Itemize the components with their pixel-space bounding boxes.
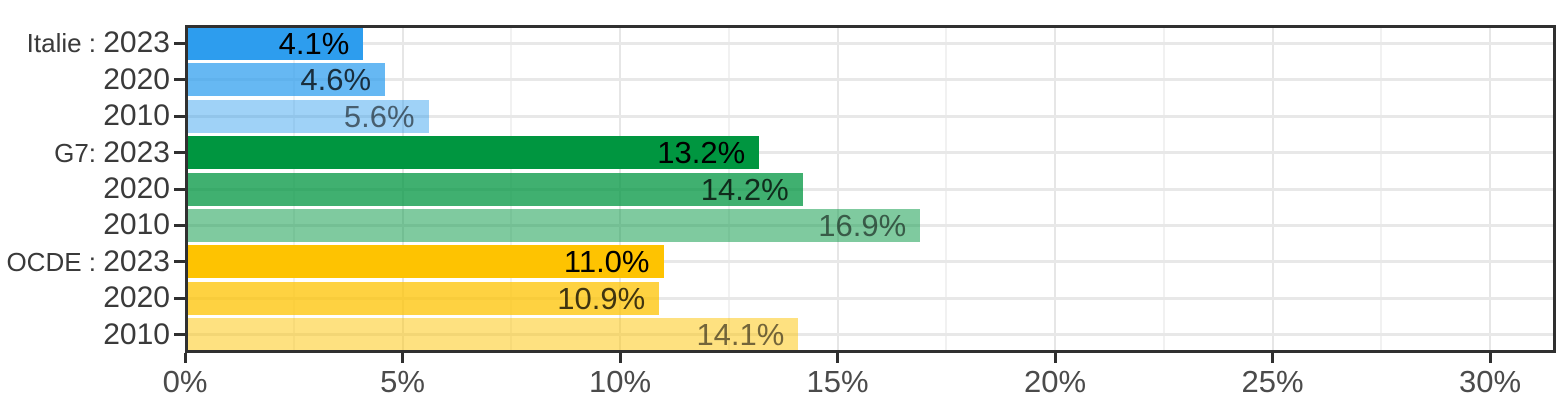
gridline-horizontal xyxy=(185,151,1556,155)
x-axis-tick-label: 20% xyxy=(1023,364,1087,399)
bar-italie-2020: 4.6% xyxy=(185,62,386,98)
gridline-horizontal xyxy=(185,78,1556,82)
bar-ocde-2020: 10.9% xyxy=(185,280,660,316)
gridline-horizontal xyxy=(185,296,1556,300)
x-axis-tick-label: 0% xyxy=(162,364,208,399)
y-axis-tick xyxy=(174,187,185,191)
y-axis-label: 2020 xyxy=(0,280,170,316)
bar-value-label: 5.6% xyxy=(343,98,415,134)
bar-ocde-2010: 14.1% xyxy=(185,317,799,353)
x-axis-tick-label: 30% xyxy=(1458,364,1522,399)
y-axis-label-year: 2023 xyxy=(103,135,170,169)
x-axis-tick xyxy=(183,353,187,363)
bar-value-label: 16.9% xyxy=(818,207,907,243)
y-axis-tick xyxy=(174,114,185,118)
plot-panel-border xyxy=(185,25,1556,353)
x-axis-tick xyxy=(1053,353,1057,363)
y-axis-label-year: 2020 xyxy=(103,62,170,96)
bar-value-label: 10.9% xyxy=(557,280,646,316)
bar-value-label: 4.6% xyxy=(300,62,372,98)
x-axis-tick-label: 15% xyxy=(806,364,869,399)
y-axis-label-year: 2023 xyxy=(103,244,170,278)
gridline-horizontal xyxy=(185,114,1556,118)
x-axis-tick xyxy=(618,353,622,363)
bar-layer: 4.1% 4.6% 5.6% 13.2% 14.2% 16.9% 11.0% 10.9% 14.… xyxy=(185,25,1556,353)
y-axis-tick xyxy=(174,41,185,45)
y-axis-label: 2020 xyxy=(0,62,170,98)
y-axis-label-year: 2020 xyxy=(103,281,170,315)
y-axis-label: 2020 xyxy=(0,171,170,207)
y-axis-label: 2010 xyxy=(0,98,170,134)
bar-g7-2020: 14.2% xyxy=(185,171,803,207)
y-axis-label-group: G7: xyxy=(54,137,104,168)
y-axis-label-year: 2010 xyxy=(103,99,170,133)
y-axis-label-year: 2020 xyxy=(103,172,170,205)
y-axis-label: Italie : 2023 xyxy=(0,25,170,61)
y-axis-tick xyxy=(174,333,185,337)
bar-g7-2023: 13.2% xyxy=(185,135,760,171)
y-axis-tick xyxy=(174,151,185,155)
y-axis-label-group: Italie : xyxy=(26,28,104,59)
x-axis-tick-label: 10% xyxy=(588,364,652,399)
bar-italie-2010: 5.6% xyxy=(185,98,429,134)
x-axis-tick-label: 25% xyxy=(1241,364,1304,399)
y-axis-label: 2010 xyxy=(0,317,170,353)
y-axis-label: 2010 xyxy=(0,207,170,243)
bar-g7-2010: 16.9% xyxy=(185,207,921,243)
y-axis-tick xyxy=(174,223,185,227)
x-axis-tick-label: 5% xyxy=(380,364,425,399)
bar-italie-2023: 4.1% xyxy=(185,25,364,61)
x-axis-tick xyxy=(1271,353,1274,363)
bar-value-label: 14.2% xyxy=(700,171,789,207)
y-axis-label-year: 2010 xyxy=(103,208,170,242)
y-axis-label: OCDE : 2023 xyxy=(0,244,170,280)
y-axis-label: G7: 2023 xyxy=(0,135,170,171)
y-axis-tick xyxy=(174,260,185,264)
y-axis-tick xyxy=(174,296,185,300)
bar-value-label: 13.2% xyxy=(657,135,746,171)
gridline-horizontal xyxy=(185,333,1556,337)
gridline-horizontal xyxy=(185,187,1556,191)
bar-value-label: 4.1% xyxy=(278,25,350,61)
bar-value-label: 11.0% xyxy=(563,244,650,280)
gridline-horizontal xyxy=(185,41,1556,45)
y-axis-label-year: 2010 xyxy=(103,317,170,351)
bar-ocde-2023: 11.0% xyxy=(185,244,664,280)
y-axis-tick xyxy=(174,78,185,82)
y-axis-label-year: 2023 xyxy=(103,26,170,60)
gridline-horizontal xyxy=(185,260,1556,264)
x-axis-tick xyxy=(401,353,404,363)
bar-value-label: 14.1% xyxy=(696,317,785,353)
x-axis-tick xyxy=(1488,353,1492,363)
x-axis-tick xyxy=(836,353,839,363)
y-axis-label-group: OCDE : xyxy=(6,246,104,277)
